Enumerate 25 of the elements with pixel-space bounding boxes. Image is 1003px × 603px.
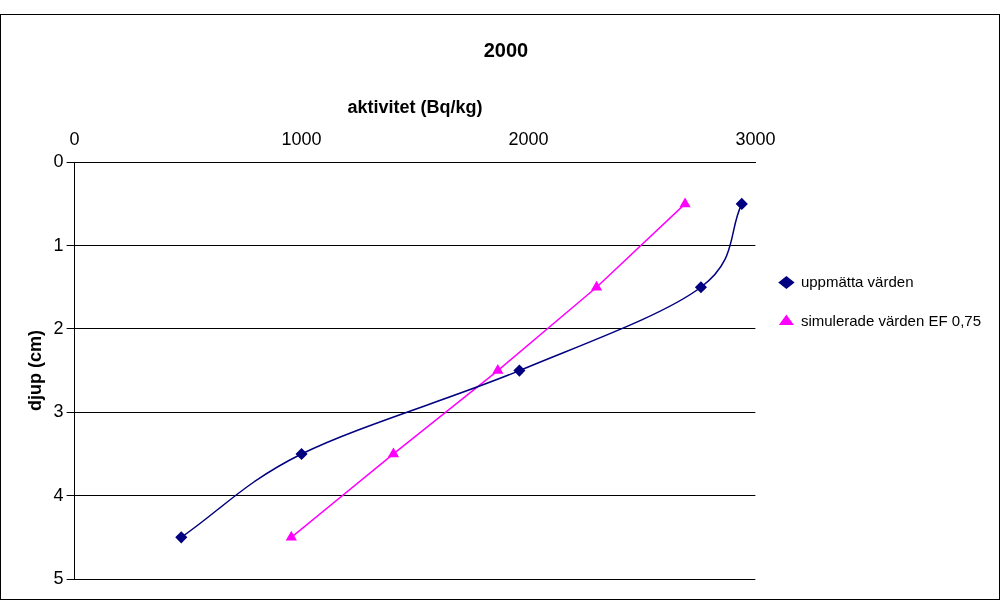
y-axis-title: djup (cm): [24, 330, 45, 412]
point: [679, 198, 691, 208]
legend-label: simulerade värden EF 0,75: [800, 311, 982, 329]
point: [513, 364, 526, 377]
y-tick-label: 1: [53, 234, 64, 255]
point: [175, 531, 188, 544]
point: [736, 198, 748, 210]
x-tick-label: 1000: [281, 129, 322, 150]
y-tick-label: 3: [53, 401, 64, 422]
x-tick-label: 0: [69, 129, 80, 150]
x-axis-title: aktivitet (Bq/kg): [347, 96, 483, 117]
y-tick-label: 0: [53, 151, 64, 172]
x-tick-label: 3000: [735, 129, 776, 150]
point: [492, 364, 503, 374]
chart-title: 2000: [483, 38, 529, 61]
point: [388, 448, 399, 458]
point: [591, 281, 602, 291]
y-tick-label: 5: [53, 567, 64, 588]
point: [295, 448, 308, 460]
y-tick-label: 2: [53, 317, 64, 338]
legend-label: uppmätta värden: [800, 272, 914, 290]
point: [695, 281, 707, 293]
y-tick-label: 4: [53, 484, 64, 505]
point: [286, 531, 297, 541]
x-tick-label: 2000: [508, 129, 549, 150]
